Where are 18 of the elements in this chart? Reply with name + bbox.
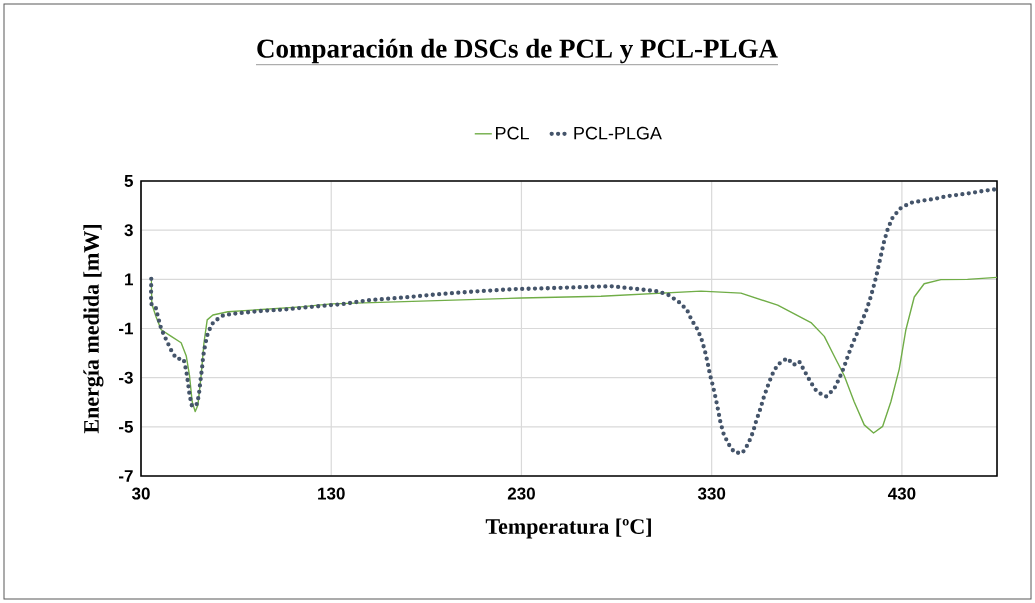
y-tick-label: -5 (119, 420, 133, 433)
y-tick-label: 5 (124, 175, 133, 187)
y-tick-label: -1 (119, 322, 133, 335)
x-tick-label: 130 (318, 487, 345, 500)
line-series (150, 276, 998, 434)
x-tick-label: 330 (697, 487, 726, 500)
y-axis-title: Energía medida [mW] (83, 225, 104, 434)
y-tick-label: 3 (124, 224, 133, 237)
y-tick-label: -7 (119, 470, 133, 482)
y-tick-label: -3 (119, 371, 133, 384)
x-axis-title: Temperatura [ºC] (485, 518, 651, 539)
legend-label: PCL (496, 126, 529, 140)
y-tick-label: 1 (125, 273, 133, 286)
x-tick-label: 230 (507, 487, 535, 500)
legend-label: PCL-PLGA (574, 126, 662, 140)
x-tick-label: 30 (131, 487, 150, 500)
chart-title: Comparación de DSCs de PCL y PCL-PLGA (257, 38, 778, 64)
x-tick-label: 430 (887, 487, 916, 500)
